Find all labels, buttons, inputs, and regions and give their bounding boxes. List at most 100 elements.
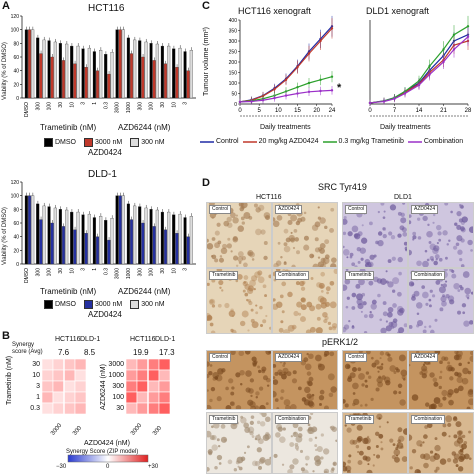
heatmap-cell [147,402,160,415]
heatmap-right-line-2: DLD-1 [155,336,176,343]
legend-3000: 3000 nM [84,138,122,147]
heatmap-left [41,358,87,415]
micro-perk-hct-trametinib: Trametinib [206,412,272,474]
bar [81,214,85,265]
bar [92,217,96,265]
zip-scale-title: Synergy Score (ZIP model) [66,449,139,455]
legend-300-dld: 300 nM [130,300,165,309]
heatmap-cell [52,391,65,404]
ytick-label: 100 [229,81,238,87]
micro-src-dld-combination: Combination [408,268,474,334]
ytick-label: 0 [16,262,19,268]
heatmap-cell [74,402,87,415]
xtick-label: 30 [160,102,166,108]
micro-perk-dld-trametinib: Trametinib [342,412,408,474]
dld1-bar-title: DLD-1 [88,169,117,180]
bar [104,54,108,99]
xtick-label: 30 [58,268,64,274]
micro-src-dld-trametinib: Trametinib [342,268,408,334]
bar [115,195,119,265]
bar [24,29,28,99]
bar [50,222,54,265]
bar [87,47,91,99]
legend-combination: Combination [407,138,464,145]
xtick-label: 300 [137,102,143,111]
xtick-label: 3000 [115,102,121,113]
hct116-micro-label-top: HCT116 [256,194,282,201]
micro-perk-dld-azd: AZD0424 [408,350,474,410]
bar [107,73,111,99]
bar [126,203,130,265]
bar [160,211,164,265]
legend-trametinib: 0.3 mg/kg Trametinib [322,138,404,145]
heatmap-cell [41,380,54,393]
xtick-label: 300 [35,268,41,277]
heatmap-cell [125,402,138,415]
hct116-bar-title: HCT116 [88,3,125,14]
bar [31,195,35,265]
dld1-bar-legend: DMSO 3000 nM 300 nM [44,300,165,309]
legend-dmso-dld: DMSO [44,300,76,309]
heatmap-cell [41,402,54,415]
heatmap-left-line-1: HCT116 [55,336,81,343]
bar [73,63,77,99]
bar [110,52,114,99]
micro-perk-dld-control: Control [342,350,408,410]
heatmap-cell [147,358,160,371]
bar [53,207,57,265]
ytick-label: 60 [13,55,19,61]
heatmap-cell [136,391,149,404]
ytick-label: 350 [229,29,238,35]
micro-src-dld-control: Control [342,202,408,268]
xtick-label: 10 [275,108,282,114]
hct116-xenograft-title: HCT116 xenograft [238,6,311,16]
bar [39,219,43,265]
xtick-label: 100 [149,268,155,277]
trametinib-xlabel-bottom: Trametinib (nM) [40,287,97,296]
heatmap-left-yticks: 30 10 3 1 0.3 [30,361,40,412]
bar [95,70,100,99]
bar [118,195,122,265]
ytick-label: 400 [229,18,238,24]
xtick-label: 3 [183,268,189,271]
xtick-label: 21 [440,108,447,114]
ytick-label: 0 [234,102,237,108]
ytick-label: 40 [13,69,19,75]
panel-c-xenograft-charts: 0 50 100 150 200 250 300 350 400 0 5 10 15 20 24 0 7 14 2… [229,15,472,117]
micro-src-dld-azd: AZD0424 [408,202,474,268]
dld1-micro-label-top: DLD1 [394,194,412,201]
heatmap-left-score-2: 8.5 [84,348,96,357]
zip-scale-max: +30 [148,464,159,470]
ytick-label: 200 [229,60,238,66]
bar [95,236,100,265]
heatmap-cell [41,358,54,371]
xtick-label: 14 [416,108,423,114]
bar [58,43,62,99]
bar [87,213,91,265]
bar [70,211,74,265]
xtick-label: 3 [81,102,87,105]
trametinib-xlabel-top: Trametinib (nM) [40,123,97,132]
xtick-label: DMSO [24,268,30,283]
xtick-label: 0.3 [103,102,109,109]
heatmap-right-score-2: 17.3 [159,348,175,357]
ytick-label: 100 [11,194,20,200]
heatmap-cell [125,369,138,382]
bar [104,220,108,265]
series-line [369,25,469,104]
bar [99,216,103,265]
bar [149,209,153,265]
heatmap-cell [136,358,149,371]
synergy-score-label: Synergy score (Avg) [12,342,43,355]
xenograft-legend: Control 20 mg/kg AZD0424 0.3 mg/kg Trame… [200,138,463,145]
bar [189,50,193,99]
micro-perk-hct-combination: Combination [272,412,338,474]
bar [24,195,28,265]
hct116-xenograft-chart: 0 50 100 150 200 250 300 350 400 0 5 10 15 20 24 [229,15,336,117]
bar [138,40,142,99]
heatmap-cell [136,402,149,415]
heatmap-cell [74,369,87,382]
bar [183,51,187,99]
viability-ylabel-bottom: Viability (% of DMSO) [2,207,8,265]
xtick-label: 30 [58,102,64,108]
